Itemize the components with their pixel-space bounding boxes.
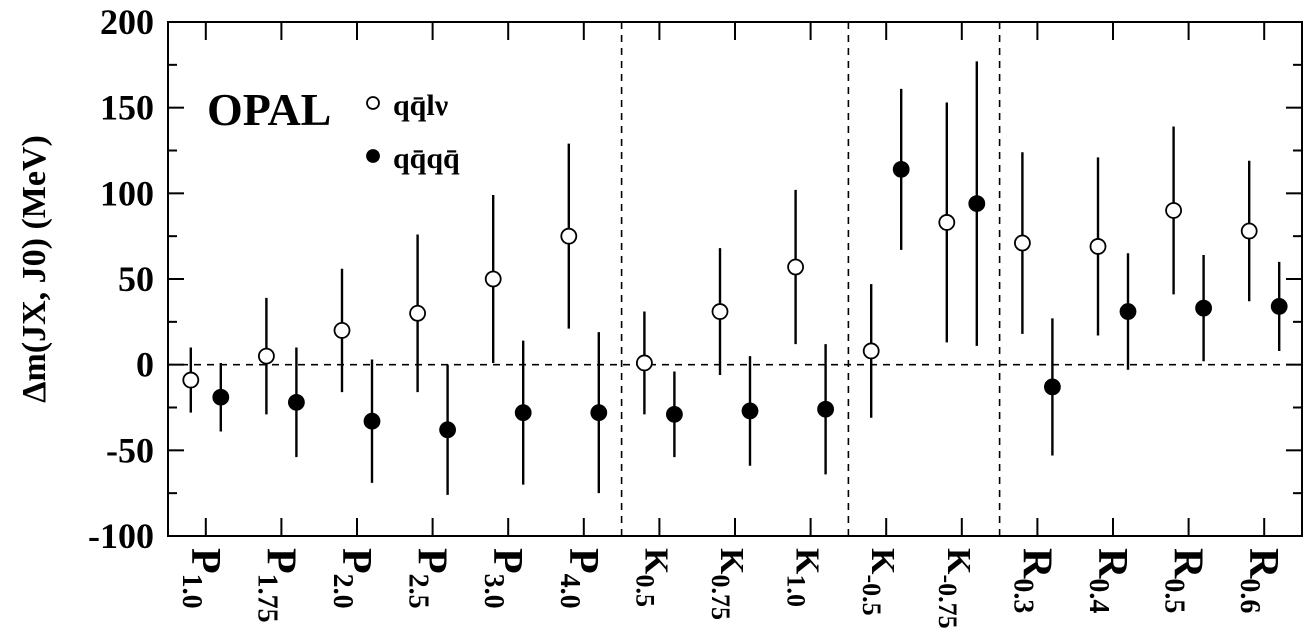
x-category-label: K1.0 bbox=[782, 548, 826, 607]
data-point-open bbox=[862, 342, 880, 360]
data-point-open bbox=[560, 227, 578, 245]
data-point-open bbox=[409, 304, 427, 322]
data-point-filled bbox=[666, 405, 683, 423]
x-category-label: R0.6 bbox=[1234, 548, 1286, 613]
y-tick-label: -100 bbox=[88, 516, 154, 556]
x-category-label: P4.0 bbox=[554, 548, 606, 609]
y-tick-label: 0 bbox=[136, 345, 154, 385]
plot-frame bbox=[167, 21, 1303, 537]
data-point-open bbox=[182, 371, 200, 389]
data-point-filled bbox=[741, 402, 759, 420]
data-point-filled bbox=[363, 412, 381, 430]
plot-area bbox=[168, 22, 1302, 536]
x-category-text: R0.3 bbox=[1007, 548, 1059, 613]
data-point-filled bbox=[212, 388, 230, 406]
axes: 200 150 100 50 0 -50 -100 bbox=[88, 2, 1303, 556]
x-category-text: R0.5 bbox=[1159, 548, 1211, 613]
data-marks bbox=[182, 61, 1288, 495]
x-category-label: K-0.5 bbox=[857, 548, 901, 616]
x-category-label: R0.3 bbox=[1007, 548, 1059, 613]
annotation-opal: OPAL bbox=[207, 84, 331, 135]
data-point-filled bbox=[892, 160, 910, 178]
y-tick-label: 150 bbox=[100, 88, 154, 128]
data-point-open bbox=[787, 258, 804, 276]
y-tick-label: 100 bbox=[100, 173, 154, 213]
x-category-label: K-0.75 bbox=[933, 548, 977, 629]
data-point-open bbox=[938, 214, 956, 231]
x-category-label: P2.0 bbox=[327, 548, 379, 609]
x-category-text: P1.0 bbox=[176, 548, 228, 609]
data-point-filled bbox=[1195, 299, 1212, 317]
x-category-text: P1.75 bbox=[251, 548, 303, 623]
data-point-filled bbox=[514, 404, 532, 422]
x-category-text: K0.5 bbox=[630, 548, 674, 607]
x-category-text: K-0.75 bbox=[933, 548, 977, 629]
x-category-text: P3.0 bbox=[478, 548, 530, 609]
data-point-filled bbox=[1119, 303, 1137, 320]
x-category-label: P1.0 bbox=[176, 548, 228, 609]
x-category-label: P2.5 bbox=[403, 548, 455, 609]
x-category-text: K0.75 bbox=[706, 548, 750, 620]
x-category-text: P2.0 bbox=[327, 548, 379, 609]
data-point-filled bbox=[590, 404, 608, 422]
x-category-label: R0.5 bbox=[1159, 548, 1211, 613]
x-category-label: K0.5 bbox=[630, 548, 674, 607]
data-point-filled bbox=[817, 400, 834, 418]
y-axis-label: Δm(JX, J0) (MeV) bbox=[16, 135, 53, 403]
y-tick-label: -50 bbox=[106, 430, 154, 470]
x-category-text: R0.4 bbox=[1083, 548, 1135, 613]
y-tick-label: 50 bbox=[118, 259, 154, 299]
legend-label: qq̄qq̄ bbox=[393, 142, 460, 175]
legend-marker bbox=[366, 149, 380, 163]
data-point-open bbox=[1014, 234, 1031, 252]
data-point-filled bbox=[1044, 378, 1061, 396]
data-point-open bbox=[1240, 222, 1258, 240]
x-category-text: P2.5 bbox=[403, 548, 455, 609]
data-point-open bbox=[711, 303, 729, 320]
data-point-open bbox=[1089, 238, 1107, 255]
x-category-text: K1.0 bbox=[782, 548, 826, 607]
data-point-open bbox=[1165, 202, 1182, 219]
x-category-text: P4.0 bbox=[554, 548, 606, 609]
data-point-filled bbox=[1270, 298, 1288, 315]
data-point-open bbox=[333, 321, 351, 339]
data-point-filled bbox=[439, 421, 457, 439]
x-category-label: K0.75 bbox=[706, 548, 750, 620]
x-category-label: P1.75 bbox=[251, 548, 303, 623]
legend-label: qq̄lν bbox=[393, 89, 449, 122]
data-point-open bbox=[257, 347, 275, 365]
data-point-open bbox=[484, 270, 502, 288]
y-tick-label: 200 bbox=[100, 2, 154, 42]
labels: OPAL Δm(JX, J0) (MeV) P1.0 P1.75 P2.0 P2.5 P3… bbox=[16, 84, 1286, 629]
data-point-filled bbox=[968, 195, 986, 213]
legend-marker bbox=[366, 96, 380, 110]
x-category-text: K-0.5 bbox=[857, 548, 901, 616]
data-point-filled bbox=[287, 393, 305, 411]
x-category-label: R0.4 bbox=[1083, 548, 1135, 613]
data-point-open bbox=[636, 354, 653, 372]
x-category-label: P3.0 bbox=[478, 548, 530, 609]
x-category-text: R0.6 bbox=[1234, 548, 1286, 613]
